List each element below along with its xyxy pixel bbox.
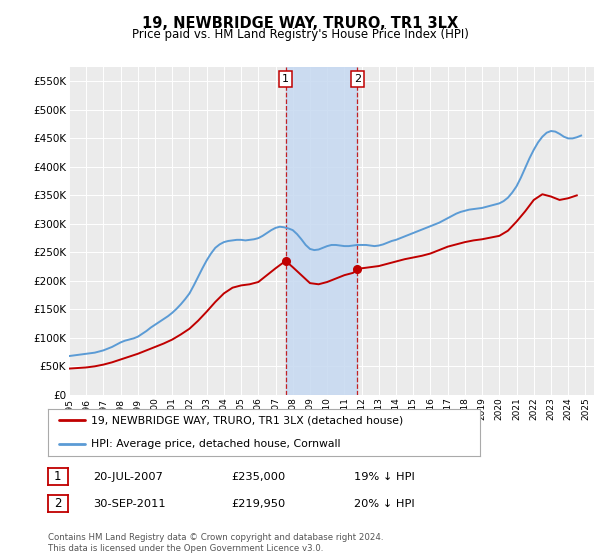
- Text: 1: 1: [282, 74, 289, 84]
- Text: £219,950: £219,950: [231, 499, 285, 509]
- Bar: [286, 67, 358, 395]
- Text: 20-JUL-2007: 20-JUL-2007: [93, 472, 163, 482]
- Text: 30-SEP-2011: 30-SEP-2011: [93, 499, 166, 509]
- Text: Contains HM Land Registry data © Crown copyright and database right 2024.
This d: Contains HM Land Registry data © Crown c…: [48, 533, 383, 553]
- Text: £235,000: £235,000: [231, 472, 285, 482]
- Text: 20% ↓ HPI: 20% ↓ HPI: [354, 499, 415, 509]
- Text: 19, NEWBRIDGE WAY, TRURO, TR1 3LX: 19, NEWBRIDGE WAY, TRURO, TR1 3LX: [142, 16, 458, 31]
- Text: 2: 2: [354, 74, 361, 84]
- Text: 2: 2: [54, 497, 62, 510]
- Text: 19, NEWBRIDGE WAY, TRURO, TR1 3LX (detached house): 19, NEWBRIDGE WAY, TRURO, TR1 3LX (detac…: [91, 415, 403, 425]
- Text: 1: 1: [54, 470, 62, 483]
- Text: HPI: Average price, detached house, Cornwall: HPI: Average price, detached house, Corn…: [91, 439, 341, 449]
- Text: 19% ↓ HPI: 19% ↓ HPI: [354, 472, 415, 482]
- Text: Price paid vs. HM Land Registry's House Price Index (HPI): Price paid vs. HM Land Registry's House …: [131, 28, 469, 41]
